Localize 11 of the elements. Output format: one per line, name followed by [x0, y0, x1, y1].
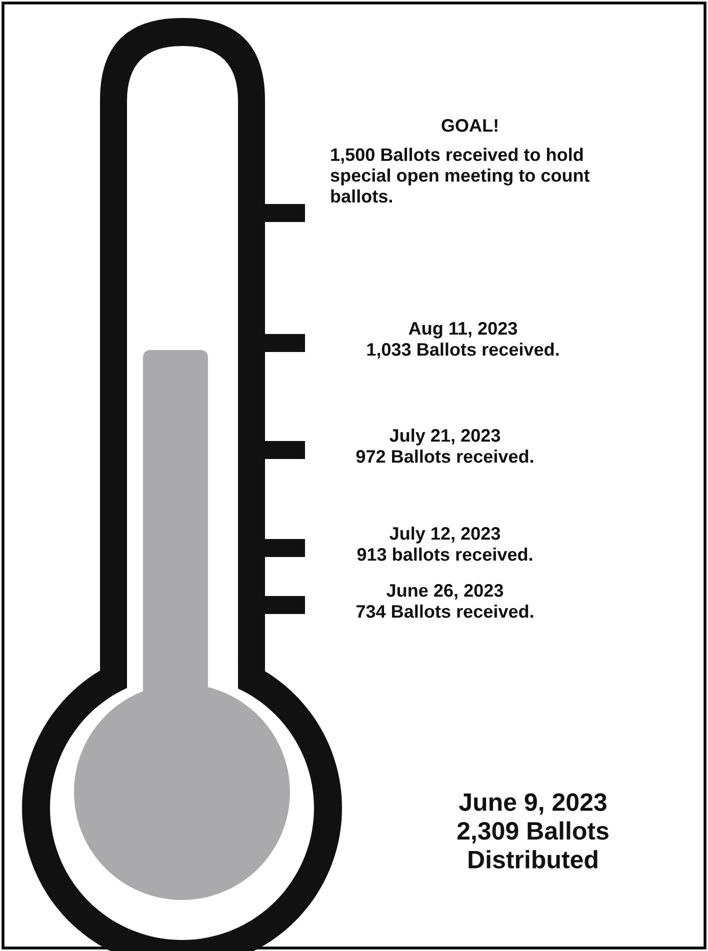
- category-label: July 12, 2023: [390, 526, 500, 544]
- category-label: Aug 11, 2023: [408, 322, 518, 338]
- data-label: 1,500 Ballots received to hold special open meeting to count ballots.: [330, 148, 590, 203]
- data-label: 972 Ballots received.: [356, 450, 534, 463]
- data-label: 1,033 Ballots received.: [367, 342, 559, 358]
- category-label: GOAL!: [442, 119, 498, 132]
- category-label: June 26, 2023: [386, 584, 504, 600]
- data-label: 913 ballots received.: [357, 548, 532, 561]
- category-label: July 21, 2023: [390, 428, 500, 446]
- text: June 9, 2023 2,309 Ballots Distributed: [457, 793, 608, 868]
- data-label: 734 Ballots received.: [356, 604, 534, 618]
